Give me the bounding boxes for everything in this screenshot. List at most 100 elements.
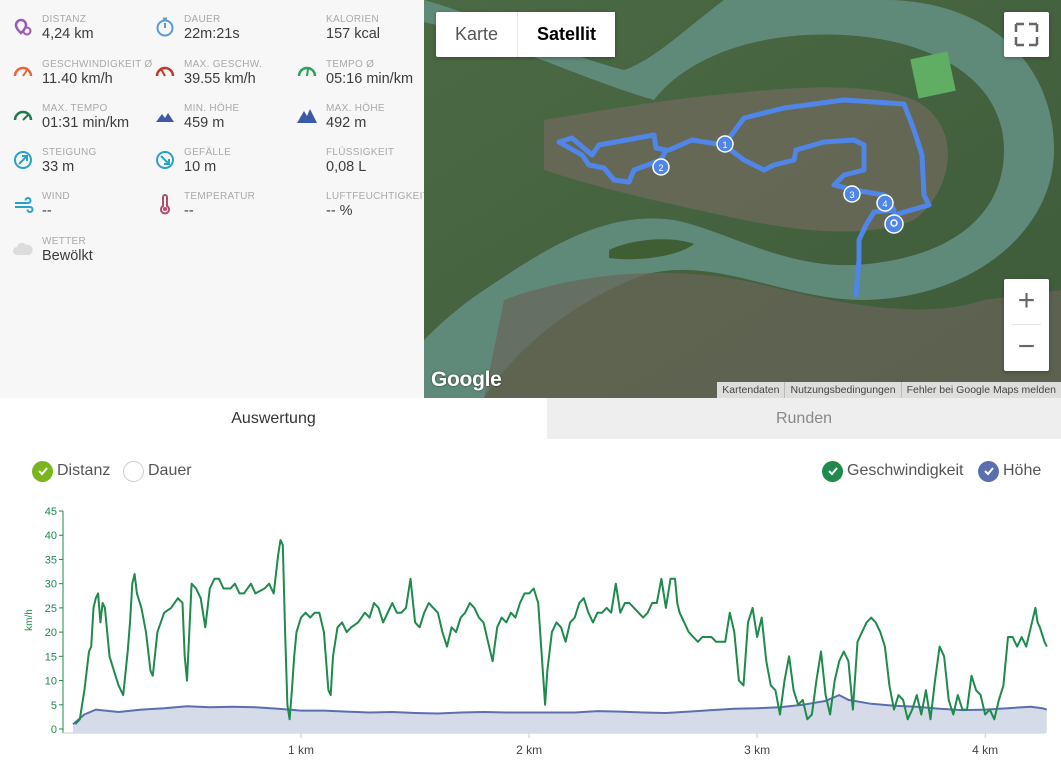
toggle-dauer[interactable]: Dauer: [123, 460, 192, 482]
stat-value: --: [184, 203, 194, 219]
x-tick-label: 1 km: [288, 743, 314, 757]
thermometer-icon: [154, 193, 176, 215]
zoom-in-button[interactable]: +: [1017, 284, 1036, 317]
stat-label: MAX. GESCHW.: [184, 59, 263, 70]
y-tick-label: 10: [45, 676, 57, 688]
stat-liquid: FLÜSSIGKEIT 0,08 L: [284, 147, 424, 183]
speedometer-max-icon: [154, 61, 176, 83]
google-logo: Google: [431, 368, 502, 391]
stat-label: DISTANZ: [42, 14, 87, 25]
stat-value: 05:16 min/km: [326, 71, 414, 87]
stat-avg-pace: TEMPO Ø 05:16 min/km: [284, 59, 424, 95]
stopwatch-icon: [154, 16, 176, 38]
map-type-satellit-button[interactable]: Satellit: [517, 12, 616, 57]
map-data-link[interactable]: Kartendaten: [722, 384, 780, 396]
route-finish-pin-icon[interactable]: [884, 214, 904, 234]
y-tick-label: 15: [45, 651, 57, 663]
stat-value: 01:31 min/km: [42, 115, 130, 131]
stat-max-speed: MAX. GESCHW. 39.55 km/h: [142, 59, 282, 95]
stat-descent: GEFÄLLE 10 m: [142, 147, 282, 183]
ascent-icon: [12, 149, 34, 171]
stat-value: 10 m: [184, 159, 217, 175]
stat-avg-speed: GESCHWINDIGKEIT Ø 11.40 km/h: [0, 59, 152, 95]
zoom-control: + −: [1004, 279, 1049, 371]
stat-temperature: TEMPERATUR --: [142, 191, 282, 227]
route-marker-label: 1: [722, 140, 727, 150]
route-marker-label: 3: [849, 190, 854, 200]
zoom-divider: [1012, 324, 1041, 325]
zoom-out-button[interactable]: −: [1017, 330, 1036, 363]
descent-icon: [154, 149, 176, 171]
pace-gauge-icon: [296, 61, 318, 83]
stat-label: LUFTFEUCHTIGKEIT: [326, 191, 424, 202]
route-marker-4[interactable]: 4: [876, 194, 894, 212]
toggle-hoehe[interactable]: Höhe: [978, 460, 1041, 482]
cloud-icon: [12, 238, 34, 260]
unchecked-circle-icon: [123, 460, 144, 482]
stat-duration: DAUER 22m:21s: [142, 14, 282, 50]
stat-value: 459 m: [184, 115, 225, 131]
y-tick-label: 35: [45, 554, 57, 566]
checkmark-icon: [978, 460, 999, 482]
fullscreen-icon: [1014, 22, 1039, 47]
stat-label: MAX. HÖHE: [326, 103, 385, 114]
y-tick-label: 0: [51, 724, 57, 736]
map-type-control: Karte Satellit: [436, 12, 616, 57]
stat-label: TEMPO Ø: [326, 59, 375, 70]
stat-ascent: STEIGUNG 33 m: [0, 147, 140, 183]
map-view[interactable]: 1 2 3 4 Karte Satellit: [424, 0, 1061, 398]
y-tick-label: 30: [45, 579, 57, 591]
toggle-distanz[interactable]: Distanz: [32, 460, 110, 482]
route-marker-1[interactable]: 1: [716, 135, 734, 153]
stat-label: MAX. TEMPO: [42, 103, 108, 114]
y-tick-label: 45: [45, 506, 57, 518]
toggle-label: Höhe: [1003, 462, 1042, 479]
terms-link[interactable]: Nutzungsbedingungen: [784, 382, 900, 398]
x-tick-label: 4 km: [972, 743, 998, 757]
route-marker-2[interactable]: 2: [652, 158, 670, 176]
stat-calories: KALORIEN 157 kcal: [284, 14, 424, 50]
y-tick-label: 40: [45, 530, 57, 542]
toggle-label: Distanz: [57, 462, 111, 479]
stat-weather: WETTER Bewölkt: [0, 236, 140, 272]
location-pin-icon: [12, 16, 34, 38]
route-marker-label: 4: [882, 199, 887, 209]
tab-bar: Auswertung Runden: [0, 398, 1061, 439]
fullscreen-button[interactable]: [1004, 12, 1049, 57]
mountain-low-icon: [154, 105, 176, 127]
route-marker-3[interactable]: 3: [843, 185, 861, 203]
river-island: [609, 239, 694, 260]
tab-auswertung[interactable]: Auswertung: [0, 398, 547, 439]
checkmark-icon: [32, 460, 53, 482]
speed-altitude-chart[interactable]: 0 5 10 15 20 25 30 35 40 45 km/h 1 km 2 km 3 km 4 km: [0, 495, 1061, 765]
stats-panel: DISTANZ 4,24 km DAUER 22m:21s KALORIEN 157 kc…: [0, 0, 424, 398]
water-drop-icon: [296, 149, 318, 171]
report-error-link[interactable]: Fehler bei Google Maps melden: [900, 382, 1061, 398]
stat-value: 33 m: [42, 159, 75, 175]
stat-wind: WIND --: [0, 191, 140, 227]
toggle-geschwindigkeit[interactable]: Geschwindigkeit: [822, 460, 964, 482]
stat-value: 39.55 km/h: [184, 71, 256, 87]
stat-value: Bewölkt: [42, 248, 93, 264]
stat-distance: DISTANZ 4,24 km: [0, 14, 140, 50]
speed-series-line: [74, 539, 1048, 725]
tab-runden[interactable]: Runden: [547, 398, 1061, 439]
stat-label: TEMPERATUR: [184, 191, 256, 202]
humidity-drops-icon: [296, 193, 318, 215]
stat-label: KALORIEN: [326, 14, 379, 25]
map-type-karte-button[interactable]: Karte: [455, 24, 499, 44]
stat-value: 11.40 km/h: [42, 71, 113, 87]
stat-label: WIND: [42, 191, 70, 202]
stat-label: GEFÄLLE: [184, 147, 232, 158]
altitude-series-line: [72, 693, 1048, 725]
stat-label: STEIGUNG: [42, 147, 97, 158]
y-tick-label: 20: [45, 627, 57, 639]
stat-label: MIN. HÖHE: [184, 103, 240, 114]
flame-icon: [296, 16, 318, 38]
toggle-label: Geschwindigkeit: [847, 462, 964, 479]
stat-value: 157 kcal: [326, 26, 381, 42]
stat-label: GESCHWINDIGKEIT Ø: [42, 59, 153, 70]
sports-field: [910, 51, 956, 99]
satellite-imagery: 1 2 3 4: [424, 0, 1061, 398]
